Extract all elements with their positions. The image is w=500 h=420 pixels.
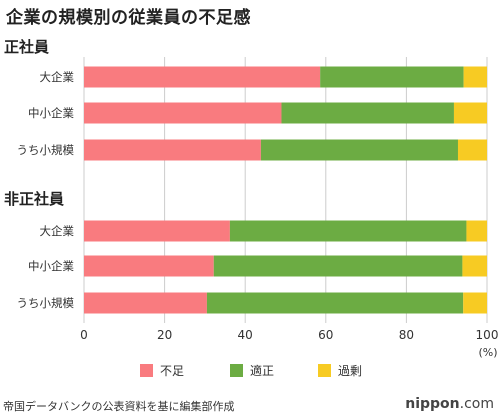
bar-segment	[229, 220, 467, 242]
bar-segment	[281, 102, 454, 124]
x-tick-label: 40	[238, 328, 253, 342]
bar-segment	[84, 139, 261, 161]
x-tick-label: 0	[80, 328, 88, 342]
legend-label-adequate: 適正	[250, 364, 275, 378]
bar-segment	[84, 255, 214, 277]
category-label: うち小規模	[17, 296, 75, 310]
bar-segment	[453, 102, 487, 124]
x-unit-label: (%)	[478, 346, 497, 359]
legend-item-excess: 過剰	[318, 362, 362, 379]
bar-segment	[320, 66, 464, 88]
x-tick-label: 100	[476, 328, 499, 342]
chart-title: 企業の規模別の従業員の不足感	[6, 8, 251, 28]
bar-segment	[84, 292, 207, 314]
category-label: 大企業	[40, 70, 75, 84]
bar-segment	[462, 255, 487, 277]
bar-segment	[84, 66, 321, 88]
bar-segment	[457, 139, 487, 161]
legend-label-excess: 過剰	[338, 364, 363, 378]
category-label: 中小企業	[28, 106, 74, 120]
legend-item-shortage: 不足	[140, 362, 184, 379]
source-note: 帝国データバンクの公表資料を基に編集部作成	[3, 400, 235, 413]
group-label: 正社員	[4, 38, 49, 56]
logo-suffix: .com	[459, 396, 494, 412]
x-tick-label: 80	[399, 328, 414, 342]
bar-segment	[206, 292, 464, 314]
legend-item-adequate: 適正	[230, 362, 274, 379]
bar-segment	[463, 66, 487, 88]
category-label: 大企業	[40, 224, 75, 238]
bar-segment	[466, 220, 487, 242]
legend-swatch-excess	[318, 364, 331, 377]
group-label: 非正社員	[4, 190, 64, 208]
bar-segment	[260, 139, 458, 161]
publisher-logo: nippon.com	[405, 396, 494, 412]
legend: 不足 適正 過剰	[0, 362, 500, 378]
logo-main: nippon	[405, 396, 460, 412]
category-label: うち小規模	[17, 143, 75, 157]
x-tick-label: 20	[157, 328, 172, 342]
bar-segment	[84, 102, 282, 124]
legend-swatch-adequate	[230, 364, 243, 377]
legend-label-shortage: 不足	[160, 364, 185, 378]
bar-segment	[213, 255, 463, 277]
bar-segment	[84, 220, 230, 242]
legend-swatch-shortage	[140, 364, 153, 377]
x-tick-label: 60	[318, 328, 333, 342]
bar-segment	[463, 292, 487, 314]
category-label: 中小企業	[28, 259, 74, 273]
